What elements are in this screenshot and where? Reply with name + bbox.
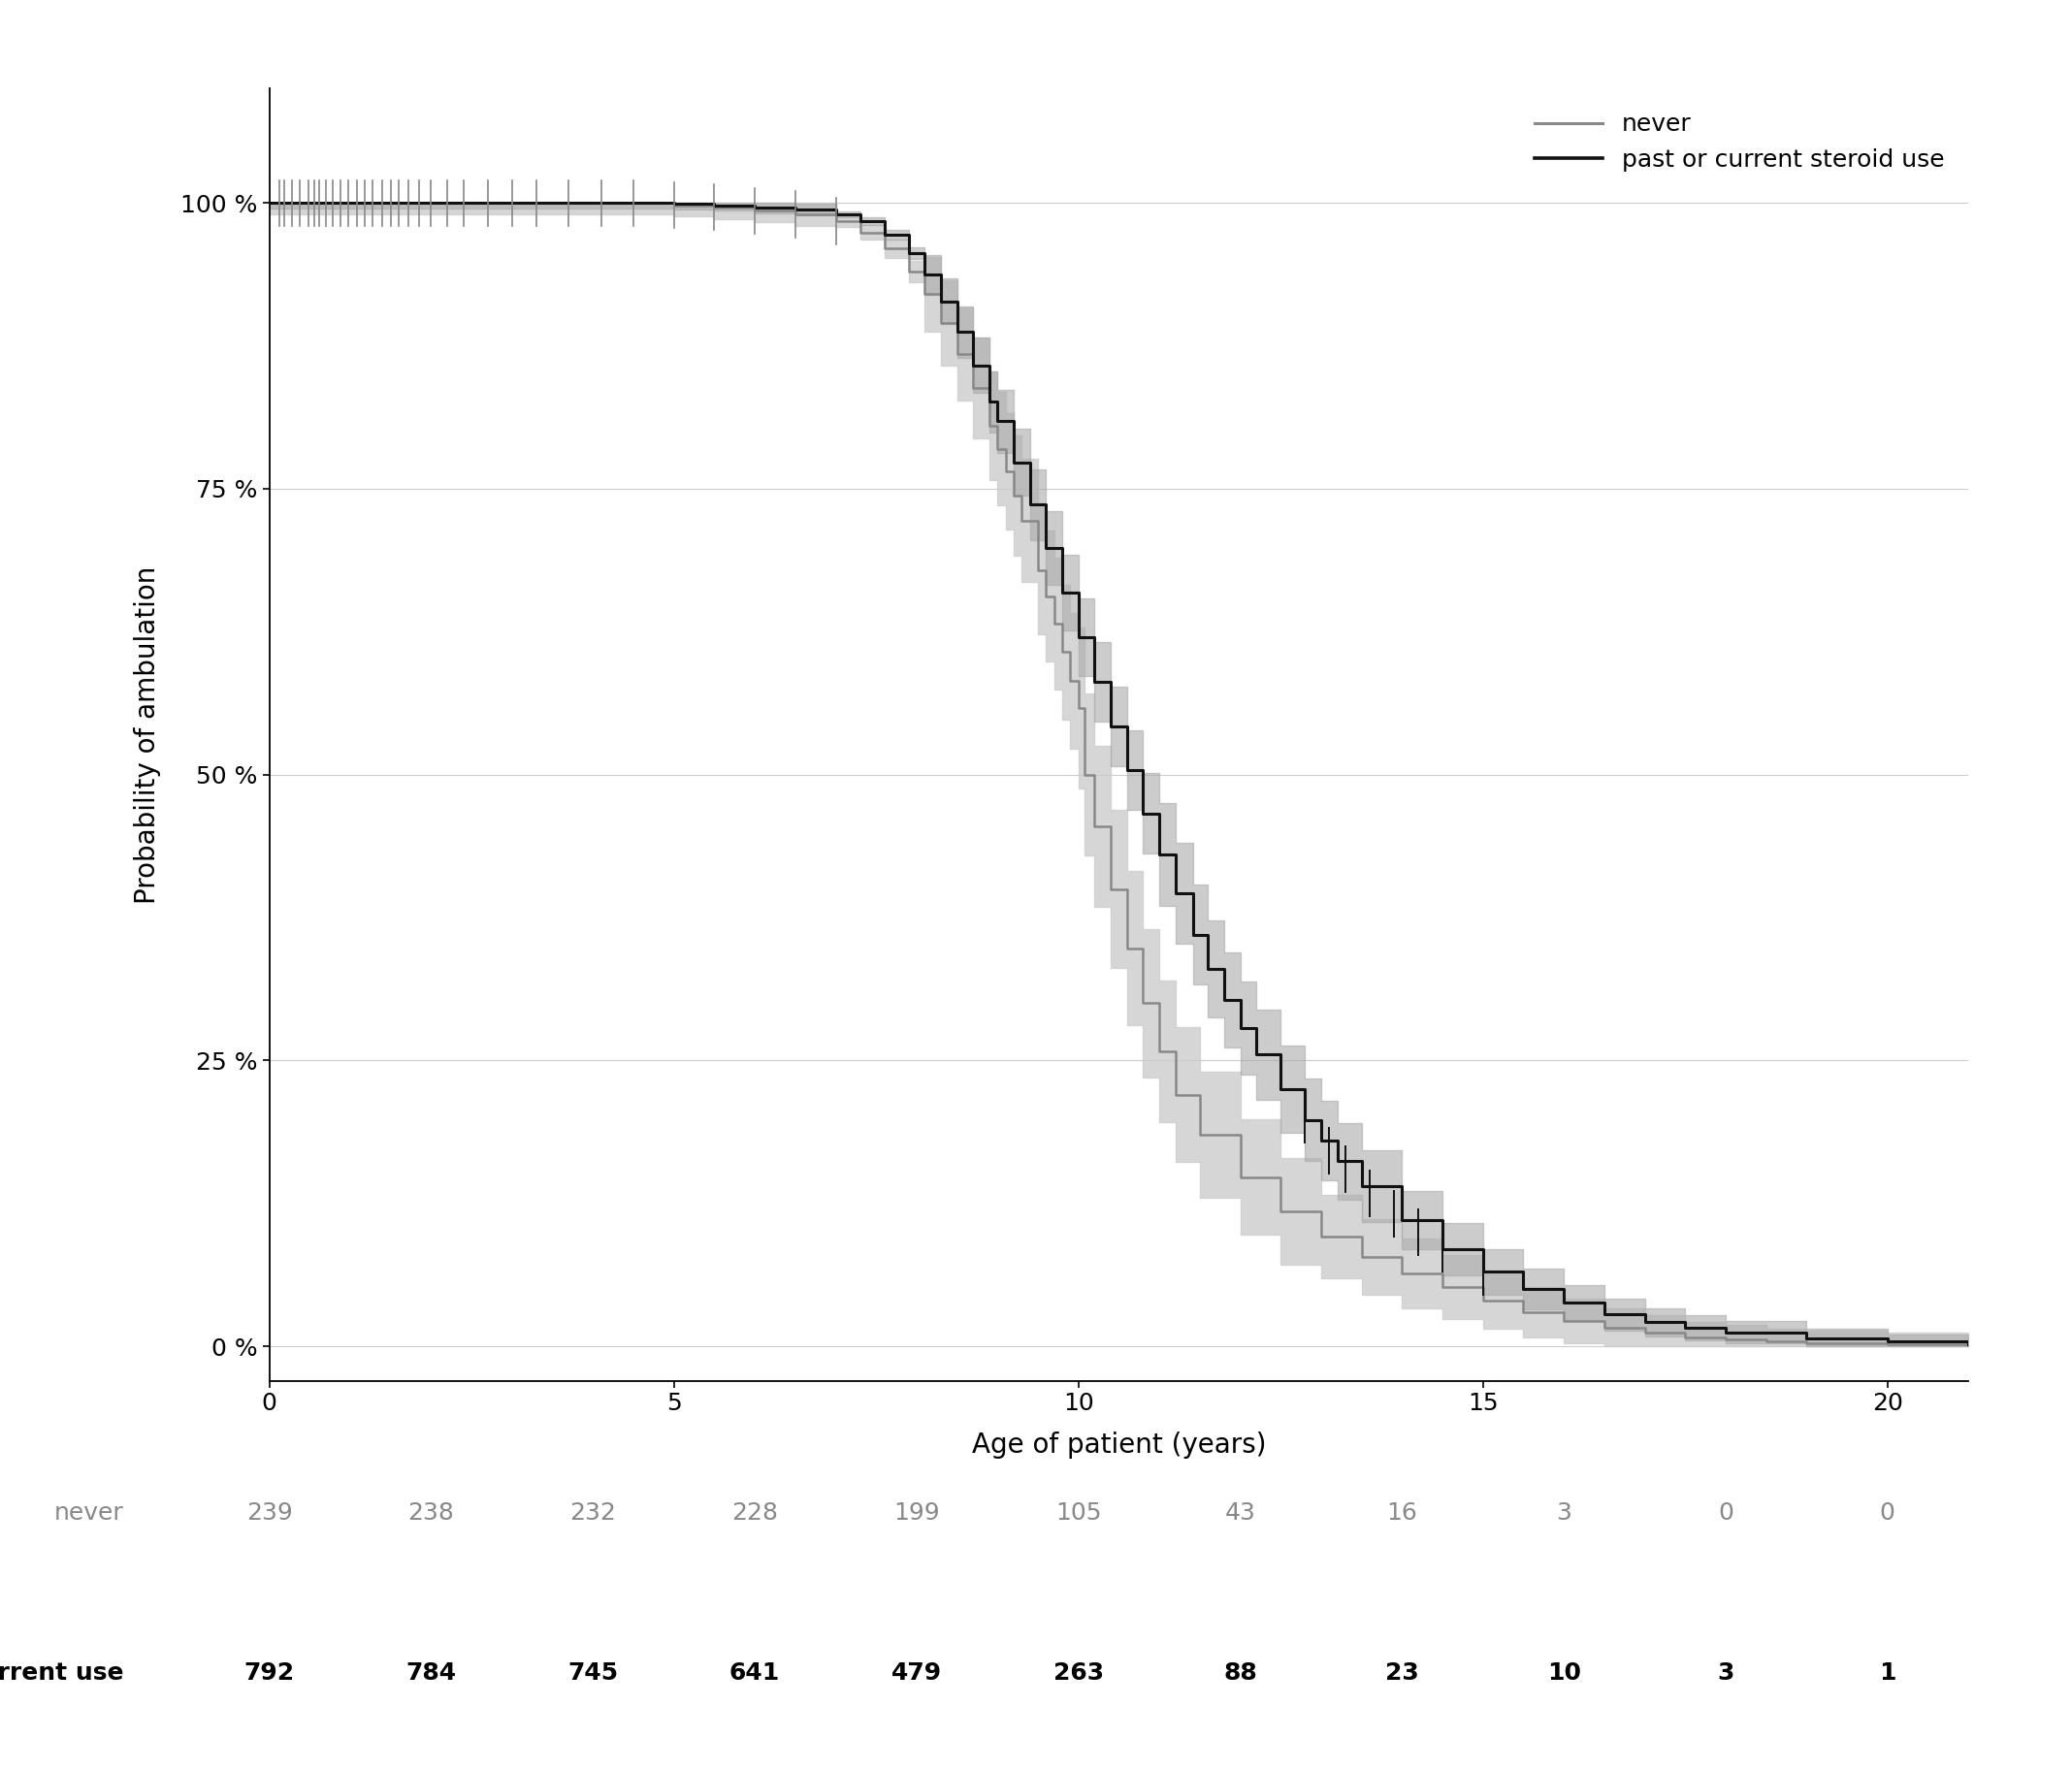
Text: past or current use: past or current use — [0, 1660, 124, 1685]
Text: 23: 23 — [1386, 1660, 1419, 1685]
Text: 745: 745 — [568, 1660, 617, 1685]
Legend: never, past or current steroid use: never, past or current steroid use — [1523, 101, 1956, 184]
Text: 792: 792 — [244, 1660, 294, 1685]
Text: 3: 3 — [1718, 1660, 1734, 1685]
Text: 3: 3 — [1556, 1501, 1571, 1526]
Text: 16: 16 — [1386, 1501, 1417, 1526]
Text: 105: 105 — [1055, 1501, 1102, 1526]
Text: 199: 199 — [893, 1501, 941, 1526]
Text: 0: 0 — [1718, 1501, 1734, 1526]
Text: 232: 232 — [570, 1501, 615, 1526]
Text: never: never — [54, 1501, 124, 1526]
Text: 239: 239 — [247, 1501, 292, 1526]
Text: 1: 1 — [1879, 1660, 1896, 1685]
X-axis label: Age of patient (years): Age of patient (years) — [972, 1432, 1266, 1458]
Text: 10: 10 — [1548, 1660, 1581, 1685]
Text: 88: 88 — [1222, 1660, 1258, 1685]
Text: 479: 479 — [891, 1660, 943, 1685]
Text: 43: 43 — [1225, 1501, 1256, 1526]
Text: 0: 0 — [1879, 1501, 1896, 1526]
Text: 641: 641 — [729, 1660, 781, 1685]
Text: 263: 263 — [1053, 1660, 1104, 1685]
Text: 228: 228 — [731, 1501, 779, 1526]
Y-axis label: Probability of ambulation: Probability of ambulation — [133, 566, 162, 903]
Text: 238: 238 — [408, 1501, 454, 1526]
Text: 784: 784 — [406, 1660, 456, 1685]
